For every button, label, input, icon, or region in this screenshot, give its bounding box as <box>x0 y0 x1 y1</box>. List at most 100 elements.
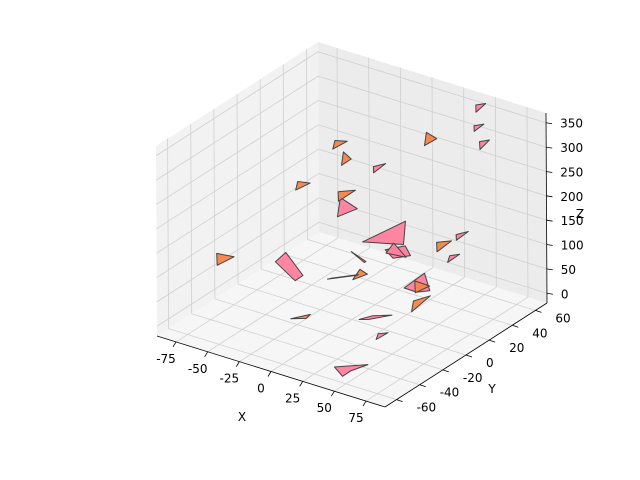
grid-y-left <box>167 138 169 329</box>
z-tick-label: 150 <box>561 214 584 228</box>
z-tick <box>546 171 553 173</box>
grid-y-floor <box>284 253 513 326</box>
x-tick-label: -75 <box>156 352 176 366</box>
grid-z-left <box>156 148 319 254</box>
x-tick-label: -50 <box>188 362 208 376</box>
grid-z-left <box>156 221 320 327</box>
grid-y-floor <box>214 298 443 371</box>
x-tick-label: 50 <box>317 401 332 415</box>
x-tick-label: 0 <box>257 382 265 396</box>
grid-z-left <box>155 51 319 157</box>
polygon-23 <box>479 139 490 150</box>
x-tick-label: 25 <box>285 391 300 405</box>
grid-y-floor <box>261 268 490 341</box>
x-tick-label: 75 <box>348 411 363 425</box>
grid-x-back <box>431 77 434 268</box>
grid-y-floor <box>191 313 420 386</box>
grid-y-left <box>236 93 239 285</box>
polygon-19 <box>372 163 387 174</box>
y-tick-label: 40 <box>532 326 547 340</box>
polygon-1 <box>274 251 304 282</box>
grid-z-back <box>318 173 547 245</box>
grid-y-floor <box>237 283 467 356</box>
grid-z-back <box>317 51 547 124</box>
polygon-14 <box>216 252 235 266</box>
y-tick <box>396 399 403 402</box>
polygon-18 <box>337 189 356 202</box>
grid-y-left <box>190 123 193 314</box>
z-tick-label: 50 <box>561 263 576 277</box>
x-tick <box>362 400 367 407</box>
z-tick-label: 200 <box>560 190 583 204</box>
x-tick <box>267 371 272 377</box>
polygon-11 <box>414 280 431 294</box>
y-axis-label: Y <box>487 382 496 396</box>
polygon-21 <box>475 103 487 113</box>
grid-z-left <box>156 124 319 230</box>
axis-ticks: -75-50-250255075-60-40-20020406005010015… <box>156 117 583 425</box>
polygon-3 <box>327 274 359 280</box>
z-axis-label: Z <box>576 207 584 221</box>
z-tick-label: 0 <box>561 287 569 301</box>
grid-y-left <box>306 49 308 240</box>
grid-z-left <box>156 197 320 303</box>
x-tick <box>330 391 335 397</box>
y-tick-label: 60 <box>555 311 570 325</box>
polygon-24 <box>436 240 452 253</box>
z-axis-line <box>545 112 548 304</box>
z-tick <box>546 292 554 295</box>
grid-x-back <box>368 57 371 248</box>
polygon-8 <box>385 242 407 258</box>
grid-x-back <box>494 97 497 288</box>
polygon-27 <box>375 332 389 340</box>
y-tick-label: -60 <box>417 401 437 415</box>
y-tick <box>489 339 496 343</box>
z-tick-label: 100 <box>561 239 584 253</box>
polygon-7 <box>358 314 393 320</box>
grid-y-floor <box>168 328 397 400</box>
polygon-20 <box>424 131 438 147</box>
x-tick-label: -25 <box>219 372 239 386</box>
z-tick-label: 250 <box>560 166 583 180</box>
x-tick <box>235 361 240 367</box>
polygon-17 <box>332 140 348 150</box>
polygon-16 <box>341 151 352 166</box>
grid-z-left <box>156 173 319 278</box>
polygon-25 <box>455 231 469 241</box>
grid-z-back <box>318 124 547 197</box>
grid-y-left <box>282 64 285 255</box>
y-tick-label: 0 <box>486 356 494 370</box>
polygon-2 <box>290 313 311 320</box>
z-tick <box>546 268 553 271</box>
grid-z-back <box>318 221 548 294</box>
grid-z-left <box>156 100 319 205</box>
y-tick-label: -20 <box>463 371 483 385</box>
polygon-22 <box>473 123 485 132</box>
y-tick <box>419 384 426 388</box>
z-tick <box>546 146 553 149</box>
y-tick <box>465 354 473 358</box>
grid-z-back <box>318 75 547 148</box>
polygon-6 <box>362 220 406 245</box>
polygon-26 <box>447 253 461 263</box>
grid-z-back <box>318 148 547 221</box>
x-axis-label: X <box>238 410 246 424</box>
data-polygons <box>216 103 490 377</box>
x-tick <box>299 381 304 387</box>
grid-lines <box>155 47 548 402</box>
polygon-28 <box>411 295 431 313</box>
z-tick-label: 300 <box>560 141 583 155</box>
polygon-5 <box>336 197 358 218</box>
polygon-15 <box>295 181 311 191</box>
grid-y-left <box>213 108 216 299</box>
z-tick <box>545 122 553 125</box>
y-tick <box>512 324 519 328</box>
polygon-13 <box>334 364 369 377</box>
z-tick-label: 350 <box>560 117 583 131</box>
x-tick <box>172 341 177 348</box>
x-tick <box>204 351 209 357</box>
polygon-12 <box>350 251 367 263</box>
grid-x-back <box>463 87 466 278</box>
z-tick <box>546 195 553 198</box>
